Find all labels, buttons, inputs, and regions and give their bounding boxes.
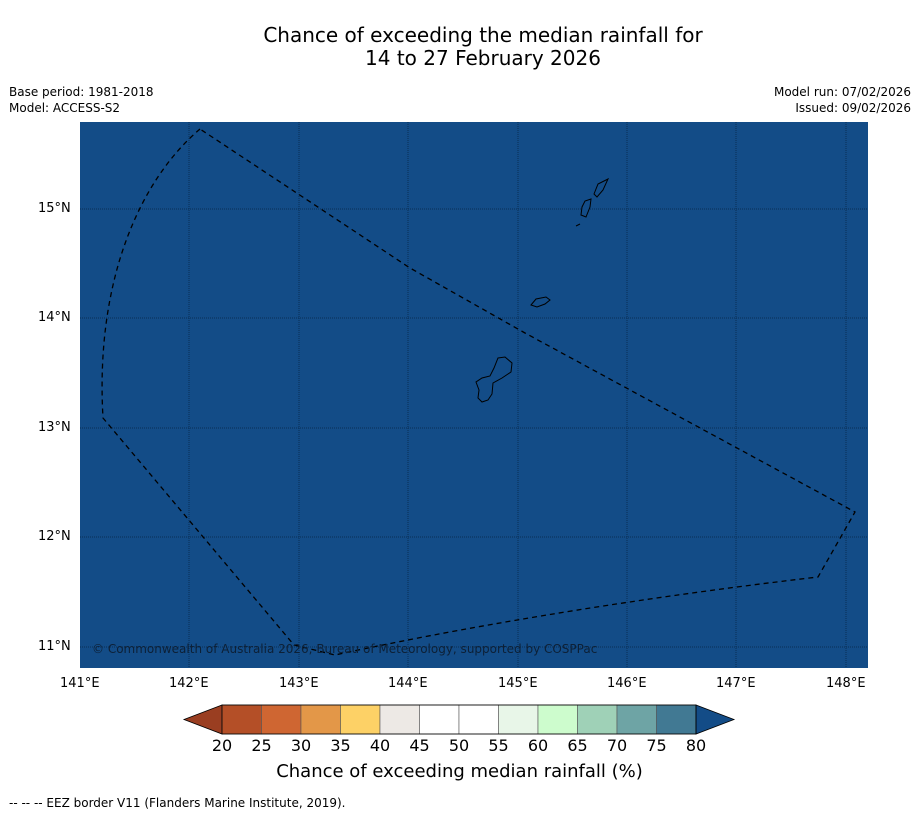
colorbar-tick-label: 45 xyxy=(409,736,429,755)
colorbar: 20 25 30 35 40 45 50 55 60 65 70 75 80 xyxy=(182,704,736,755)
colorbar-over-arrow xyxy=(695,704,736,735)
colorbar-tick-label: 35 xyxy=(330,736,350,755)
model-text: Model: ACCESS-S2 xyxy=(9,101,121,115)
colorbar-segment xyxy=(379,704,420,735)
colorbar-segment xyxy=(221,704,262,735)
colorbar-tick-label: 25 xyxy=(251,736,271,755)
lon-tick-142: 142°E xyxy=(169,676,209,691)
copyright-text: © Commonwealth of Australia 2026, Bureau… xyxy=(92,642,597,656)
colorbar-tick-label: 65 xyxy=(567,736,587,755)
colorbar-label: Chance of exceeding median rainfall (%) xyxy=(276,761,643,782)
map-area xyxy=(80,122,868,668)
colorbar-segment xyxy=(458,704,499,735)
colorbar-segment xyxy=(577,704,618,735)
colorbar-segment xyxy=(300,704,341,735)
island-rota xyxy=(530,296,551,308)
island-tinian xyxy=(580,198,592,218)
lat-tick-14: 14°N xyxy=(38,310,71,325)
colorbar-tick-label: 20 xyxy=(212,736,232,755)
colorbar-tick-label: 70 xyxy=(607,736,627,755)
colorbar-tick-label: 60 xyxy=(528,736,548,755)
lon-tick-146: 146°E xyxy=(607,676,647,691)
lat-tick-12: 12°N xyxy=(38,529,71,544)
model-run-text: Model run: 07/02/2026 xyxy=(773,85,911,99)
colorbar-segment xyxy=(498,704,539,735)
lat-tick-11: 11°N xyxy=(38,639,71,654)
colorbar-tick-label: 50 xyxy=(449,736,469,755)
colorbar-tick-label: 75 xyxy=(646,736,666,755)
colorbar-outline xyxy=(221,704,697,735)
eez-border xyxy=(101,128,856,656)
colorbar-segment xyxy=(419,704,460,735)
base-period-text: Base period: 1981-2018 xyxy=(9,85,154,99)
colorbar-segment xyxy=(261,704,302,735)
colorbar-tick-label: 40 xyxy=(370,736,390,755)
colorbar-tick-label: 55 xyxy=(488,736,508,755)
colorbar-segment xyxy=(656,704,697,735)
colorbar-tick-label: 30 xyxy=(291,736,311,755)
issued-text: Issued: 09/02/2026 xyxy=(795,101,911,115)
islands xyxy=(475,177,610,403)
graticule xyxy=(80,122,868,668)
lon-tick-143: 143°E xyxy=(279,676,319,691)
island-guam xyxy=(475,356,513,403)
colorbar-segment xyxy=(340,704,381,735)
island-aguijan xyxy=(575,223,581,227)
colorbar-tick-label: 80 xyxy=(686,736,706,755)
lat-tick-15: 15°N xyxy=(38,201,71,216)
lon-tick-141: 141°E xyxy=(60,676,100,691)
lon-tick-147: 147°E xyxy=(716,676,756,691)
chart-title-line-2: 14 to 27 February 2026 xyxy=(365,46,601,70)
colorbar-segment xyxy=(616,704,657,735)
lon-tick-148: 148°E xyxy=(826,676,866,691)
island-saipan xyxy=(593,177,610,198)
lon-tick-145: 145°E xyxy=(498,676,538,691)
eez-footnote: -- -- -- EEZ border V11 (Flanders Marine… xyxy=(9,796,346,810)
colorbar-segment xyxy=(537,704,578,735)
colorbar-under-arrow xyxy=(182,704,223,735)
lat-tick-13: 13°N xyxy=(38,420,71,435)
lon-tick-144: 144°E xyxy=(388,676,428,691)
chart-title-line-1: Chance of exceeding the median rainfall … xyxy=(263,23,703,47)
